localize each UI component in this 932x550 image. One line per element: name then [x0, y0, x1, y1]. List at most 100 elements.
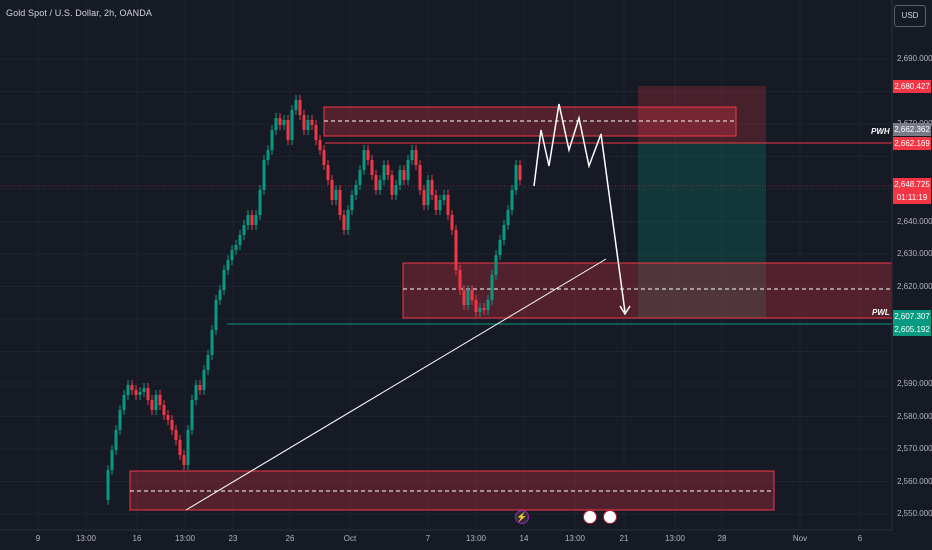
candle-body — [462, 290, 466, 305]
time-tick-label: 13:00 — [75, 534, 97, 543]
price-tick-label: 2,690.000 — [897, 54, 932, 63]
candle-body — [278, 118, 282, 125]
candle-body — [254, 215, 258, 225]
candle-body — [386, 165, 390, 175]
time-tick-label: 28 — [717, 534, 727, 543]
candle-body — [346, 210, 350, 230]
candle-body — [246, 215, 250, 225]
us-flag-icon[interactable] — [603, 510, 617, 524]
candle-body — [466, 290, 470, 305]
candle-body — [410, 150, 414, 160]
time-tick-label: 26 — [285, 534, 295, 543]
candle-body — [206, 355, 210, 370]
candle-body — [270, 130, 274, 150]
price-tick-label: 2,630.000 — [897, 249, 932, 258]
candle-body — [362, 150, 366, 170]
candle-body — [366, 150, 370, 160]
candle-body — [122, 395, 126, 410]
candle-body — [174, 430, 178, 440]
lightning-icon[interactable]: ⚡ — [515, 510, 529, 524]
candle-body — [418, 165, 422, 190]
candle-body — [282, 120, 286, 125]
candle-body — [378, 180, 382, 190]
candle-body — [310, 120, 314, 125]
candle-body — [318, 140, 322, 150]
candles — [106, 95, 522, 505]
candle-body — [150, 400, 154, 410]
candle-body — [210, 330, 214, 355]
candle-body — [146, 388, 150, 400]
candle-body — [354, 185, 358, 195]
price-tag: 2,662.169 — [893, 137, 931, 150]
candle-body — [106, 470, 110, 500]
symbol-title[interactable]: Gold Spot / U.S. Dollar, 2h, OANDA — [6, 8, 152, 18]
candle-body — [126, 385, 130, 395]
candle-body — [474, 300, 478, 312]
candle-body — [350, 195, 354, 210]
candle-body — [138, 392, 142, 395]
time-tick-label: 16 — [132, 534, 142, 543]
candle-body — [458, 270, 462, 290]
target-zone — [638, 143, 766, 318]
time-tick-label: 9 — [35, 534, 41, 543]
candle-body — [390, 175, 394, 195]
candle-body — [158, 395, 162, 405]
us-flag-icon[interactable] — [583, 510, 597, 524]
time-tick-label: 13:00 — [664, 534, 686, 543]
candle-body — [258, 190, 262, 215]
candle-body — [330, 180, 334, 200]
price-tag: 2,607.307 — [893, 310, 931, 323]
candle-body — [250, 215, 254, 225]
candle-body — [290, 110, 294, 140]
projection-arrowhead — [619, 305, 631, 316]
candle-body — [314, 125, 318, 140]
candle-body — [358, 170, 362, 185]
pwl-label: PWL — [872, 308, 890, 317]
candle-body — [306, 120, 310, 130]
currency-button[interactable]: USD — [894, 5, 926, 27]
candle-body — [162, 405, 166, 415]
time-tick-label: Oct — [343, 534, 357, 543]
time-tick-label: 7 — [425, 534, 431, 543]
candle-body — [454, 230, 458, 270]
candle-body — [494, 255, 498, 275]
candle-body — [286, 120, 290, 140]
candle-body — [262, 160, 266, 190]
time-tick-label: 21 — [619, 534, 629, 543]
candle-body — [406, 160, 410, 180]
trendline — [185, 258, 607, 511]
candle-body — [214, 300, 218, 330]
candle-body — [294, 100, 298, 110]
price-tick-label: 2,620.000 — [897, 281, 932, 291]
candle-body — [470, 290, 474, 300]
zones — [0, 86, 893, 511]
candle-body — [502, 225, 506, 240]
candle-body — [198, 385, 202, 390]
drawings — [185, 103, 631, 511]
candle-body — [190, 400, 194, 430]
stop-zone — [638, 86, 766, 143]
pwh-label: PWH — [871, 127, 890, 136]
candle-body — [118, 410, 122, 430]
price-tag: 2,662.362 — [893, 123, 931, 136]
candle-body — [230, 250, 234, 260]
candle-body — [302, 115, 306, 130]
candle-body — [202, 370, 206, 390]
candle-body — [110, 450, 114, 470]
candle-body — [402, 170, 406, 180]
time-tick-label: 13:00 — [174, 534, 196, 543]
candle-body — [374, 175, 378, 190]
candle-body — [506, 210, 510, 225]
candle-body — [222, 270, 226, 290]
price-tick-label: 2,590.000 — [897, 379, 932, 388]
candle-body — [242, 225, 246, 235]
candle-body — [434, 195, 438, 210]
candle-body — [398, 170, 402, 185]
candle-body — [422, 190, 426, 205]
candle-body — [430, 180, 434, 195]
candle-body — [514, 165, 518, 190]
projection-path — [533, 103, 626, 313]
candle-body — [170, 420, 174, 430]
candle-body — [266, 150, 270, 160]
